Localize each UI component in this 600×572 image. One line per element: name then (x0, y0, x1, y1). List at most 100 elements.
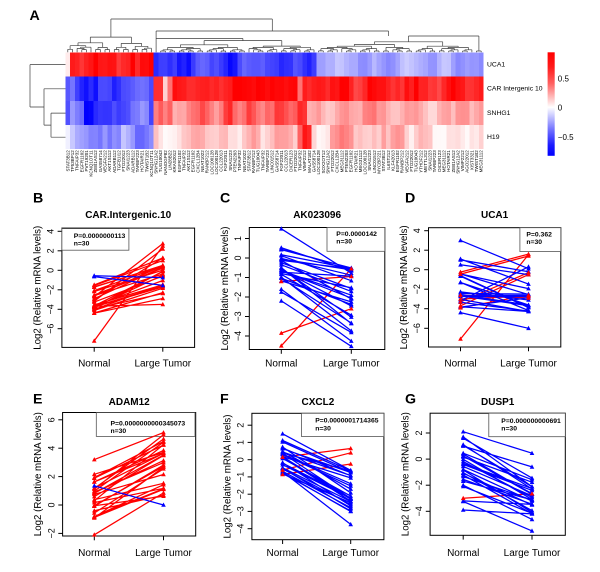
svg-text:TARBP223: TARBP223 (432, 150, 437, 173)
svg-text:2: 2 (236, 423, 246, 428)
svg-text:FGF22011: FGF22011 (223, 150, 228, 172)
svg-text:Normal: Normal (78, 359, 110, 370)
svg-text:STAT3B12: STAT3B12 (247, 150, 252, 172)
svg-text:AGO22012: AGO22012 (465, 150, 470, 173)
svg-text:P=0.000000000691: P=0.000000000691 (501, 418, 561, 425)
svg-text:EGFR1102: EGFR1102 (191, 150, 196, 173)
svg-text:−4: −4 (236, 524, 246, 534)
svg-text:Large Tumor: Large Tumor (135, 548, 192, 559)
svg-text:EGFR1102: EGFR1102 (349, 150, 354, 173)
svg-text:HOTAIR21: HOTAIR21 (353, 150, 358, 172)
svg-text:P=0.0000001714365: P=0.0000001714365 (315, 418, 379, 425)
svg-text:Normal: Normal (265, 359, 297, 370)
svg-text:TUG10043: TUG10043 (414, 150, 419, 173)
svg-text:VEGFA212: VEGFA212 (404, 150, 409, 173)
svg-text:NEAT1022: NEAT1022 (200, 150, 205, 172)
svg-text:RANBP212: RANBP212 (251, 150, 256, 174)
svg-text:CCL22013: CCL22013 (219, 150, 224, 172)
svg-text:0: 0 (412, 267, 422, 272)
svg-text:LINC01512: LINC01512 (372, 150, 377, 173)
svg-text:TUG10043: TUG10043 (158, 150, 163, 173)
svg-text:DICER123: DICER123 (288, 150, 293, 172)
svg-text:−2: −2 (46, 285, 56, 295)
svg-text:0: 0 (46, 268, 56, 273)
svg-text:GAS58714: GAS58714 (312, 150, 317, 173)
svg-text:−2: −2 (46, 528, 56, 538)
svg-text:B: B (33, 191, 43, 207)
svg-text:4: 4 (46, 446, 56, 451)
svg-text:STAT3B12: STAT3B12 (381, 150, 386, 172)
svg-text:Log2 (Relative mRNA levels): Log2 (Relative mRNA levels) (32, 226, 43, 350)
svg-text:n=30: n=30 (526, 239, 542, 246)
svg-text:SOX2OT12: SOX2OT12 (321, 150, 326, 174)
svg-text:n=30: n=30 (74, 241, 90, 248)
svg-text:LIN28B22: LIN28B22 (168, 150, 173, 171)
svg-text:TUG10043: TUG10043 (256, 150, 261, 173)
svg-text:4: 4 (412, 228, 422, 233)
svg-text:GAS58714: GAS58714 (274, 150, 279, 173)
svg-text:RANBP212: RANBP212 (400, 150, 405, 174)
svg-text:n=30: n=30 (111, 428, 127, 435)
svg-text:SNHG12A2: SNHG12A2 (456, 150, 461, 174)
svg-text:GAS58714: GAS58714 (98, 150, 103, 173)
svg-text:TARBP223: TARBP223 (135, 150, 140, 173)
svg-text:TP53BP12: TP53BP12 (70, 150, 75, 172)
svg-text:EGFR1102: EGFR1102 (177, 150, 182, 173)
svg-text:FGF22011: FGF22011 (279, 150, 284, 172)
svg-text:−4: −4 (233, 331, 243, 341)
svg-text:Normal: Normal (266, 548, 298, 559)
svg-text:UCA1: UCA1 (487, 61, 505, 68)
svg-text:MEG31112: MEG31112 (358, 150, 363, 173)
svg-text:LOC100128: LOC100128 (316, 150, 321, 175)
svg-text:4: 4 (46, 229, 56, 234)
svg-text:YTHDF212: YTHDF212 (418, 150, 423, 173)
svg-text:P=0.362: P=0.362 (526, 231, 552, 238)
svg-text:VIMP2212: VIMP2212 (302, 150, 307, 172)
svg-text:CXCL12B4: CXCL12B4 (195, 150, 200, 173)
svg-text:TNFAIP32: TNFAIP32 (298, 150, 303, 171)
svg-text:0: 0 (236, 457, 246, 462)
svg-text:−3: −3 (233, 311, 243, 321)
svg-text:Log2 (Relative mRNA levels): Log2 (Relative mRNA levels) (220, 226, 231, 350)
svg-text:AKT1S112: AKT1S112 (186, 150, 191, 172)
svg-text:TGFB1I12: TGFB1I12 (116, 150, 121, 171)
svg-text:CAR Intergenic 10: CAR Intergenic 10 (487, 86, 543, 93)
svg-text:−4: −4 (412, 304, 422, 314)
svg-text:DUSP1: DUSP1 (481, 397, 515, 408)
svg-text:ZEB1AS12: ZEB1AS12 (451, 150, 456, 173)
svg-text:XIST3321: XIST3321 (469, 150, 474, 171)
svg-text:Large Tumor: Large Tumor (323, 359, 380, 370)
svg-text:Log2 (Relative mRNA levels): Log2 (Relative mRNA levels) (33, 412, 44, 536)
svg-text:−6: −6 (46, 324, 56, 334)
svg-text:KCNQ1OT11: KCNQ1OT11 (89, 150, 94, 177)
svg-text:UCA1: UCA1 (481, 210, 509, 221)
svg-text:Log2 (Relative mRNA levels): Log2 (Relative mRNA levels) (399, 225, 410, 349)
svg-text:NANOGP82: NANOGP82 (163, 150, 168, 175)
svg-text:H19: H19 (487, 134, 500, 141)
svg-text:F: F (220, 392, 229, 408)
svg-text:EGFR1102: EGFR1102 (79, 150, 84, 173)
svg-text:Normal: Normal (444, 359, 476, 370)
svg-text:IL6ST212: IL6ST212 (386, 150, 391, 170)
svg-text:6: 6 (46, 417, 56, 422)
svg-text:LOC100128: LOC100128 (363, 150, 368, 175)
svg-text:0: 0 (233, 255, 243, 260)
svg-text:RANBP212: RANBP212 (205, 150, 210, 174)
svg-text:−2: −2 (236, 489, 246, 499)
svg-text:MEG31112: MEG31112 (442, 150, 447, 173)
svg-text:DICER123: DICER123 (437, 150, 442, 172)
svg-text:LOC100128: LOC100128 (214, 150, 219, 175)
svg-text:STAT3B12: STAT3B12 (65, 150, 70, 172)
svg-text:SNAI1223: SNAI1223 (428, 150, 433, 171)
svg-text:MEG31112: MEG31112 (339, 150, 344, 173)
svg-text:−1: −1 (236, 472, 246, 482)
svg-text:TARBP223: TARBP223 (265, 150, 270, 173)
svg-text:E: E (33, 392, 42, 408)
svg-text:TNFAIP32: TNFAIP32 (237, 150, 242, 171)
svg-text:TNFAIP32: TNFAIP32 (260, 150, 265, 171)
svg-text:CAR.Intergenic.10: CAR.Intergenic.10 (85, 210, 171, 221)
svg-text:D: D (405, 191, 415, 207)
svg-text:Normal: Normal (447, 548, 479, 559)
svg-text:MEG31112: MEG31112 (479, 150, 484, 173)
svg-text:P=0.0000000113: P=0.0000000113 (74, 233, 126, 240)
